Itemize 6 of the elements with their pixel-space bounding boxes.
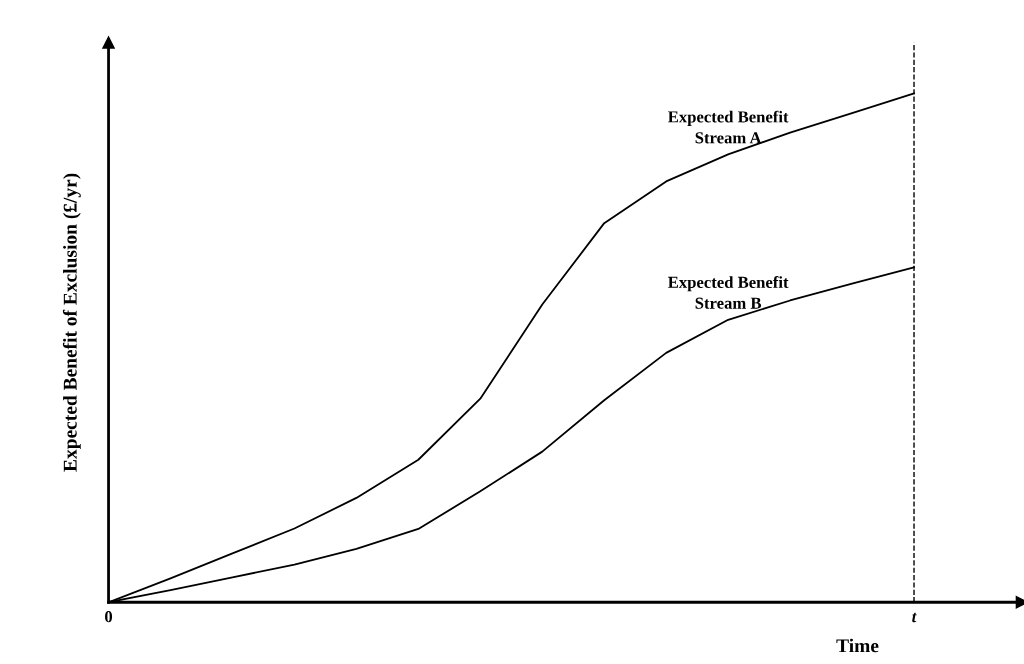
series-label: Expected Benefit Stream B [668,276,789,309]
x-tick-label: 0 [105,611,113,623]
x-tick-label: t [912,612,917,623]
series-label: Expected Benefit Stream A [668,110,789,144]
x-axis-title: Time [836,638,879,653]
y-axis-title: Expected Benefit of Exclusion (£/yr) [62,173,81,472]
